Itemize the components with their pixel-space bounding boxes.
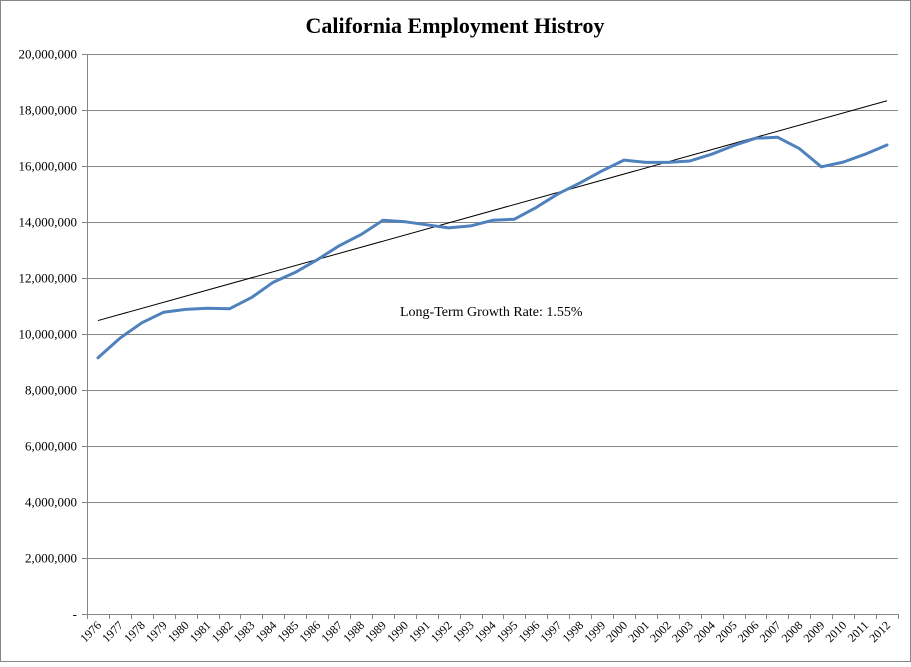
growth-rate-annotation: Long-Term Growth Rate: 1.55% <box>400 305 583 320</box>
employment-data-point <box>491 219 494 222</box>
employment-data-point <box>447 227 450 229</box>
y-tick-label: 14,000,000 <box>19 215 78 230</box>
employment-data-point <box>184 308 187 311</box>
employment-data-point <box>162 311 165 313</box>
employment-data-point <box>360 233 362 236</box>
employment-data-point <box>579 182 581 184</box>
employment-data-point <box>623 159 625 161</box>
employment-data-point <box>425 224 428 226</box>
y-tick-label: 4,000,000 <box>25 495 77 510</box>
employment-data-point <box>228 308 231 310</box>
y-tick-label: 18,000,000 <box>19 103 78 118</box>
employment-data-point <box>798 147 801 150</box>
employment-data-point <box>754 137 757 140</box>
y-tick-label: 16,000,000 <box>19 159 78 174</box>
employment-data-point <box>469 225 472 227</box>
employment-data-point <box>886 144 888 146</box>
employment-data-point <box>842 161 845 163</box>
employment-data-point <box>820 166 823 168</box>
employment-data-point <box>776 136 779 138</box>
employment-data-point <box>382 219 384 222</box>
employment-data-point <box>294 271 297 274</box>
employment-data-point <box>513 218 516 220</box>
employment-data-point <box>97 357 99 359</box>
employment-data-point <box>119 337 121 340</box>
employment-data-point <box>688 160 691 162</box>
employment-data-point <box>601 169 603 172</box>
employment-data-point <box>710 153 713 156</box>
y-tick-label: 12,000,000 <box>19 271 78 286</box>
y-tick-label: - <box>73 607 77 622</box>
employment-data-point <box>250 296 253 299</box>
y-tick-label: 8,000,000 <box>25 383 77 398</box>
employment-data-point <box>206 307 209 310</box>
series-group <box>96 135 889 360</box>
y-tick-label: 2,000,000 <box>25 551 77 566</box>
y-axis-tick-labels: - 2,000,000 4,000,000 6,000,000 8,000,000 10,… <box>19 47 78 622</box>
employment-data-point <box>667 161 669 164</box>
axes <box>87 54 899 619</box>
employment-data-point <box>535 206 538 209</box>
y-tick-label: 10,000,000 <box>19 327 78 342</box>
employment-data-point <box>732 144 735 147</box>
employment-data-point <box>557 192 560 195</box>
employment-data-point <box>404 220 406 223</box>
employment-data-point <box>272 281 275 284</box>
y-tick-label: 20,000,000 <box>19 47 78 62</box>
employment-data-point <box>864 153 866 156</box>
employment-data-point <box>316 259 318 261</box>
y-tick-label: 6,000,000 <box>25 439 77 454</box>
chart-title: California Employment Histroy <box>305 13 604 38</box>
employment-data-point <box>338 245 340 247</box>
employment-data-point <box>645 161 647 164</box>
gridlines <box>82 54 898 615</box>
employment-data-point <box>140 322 143 324</box>
